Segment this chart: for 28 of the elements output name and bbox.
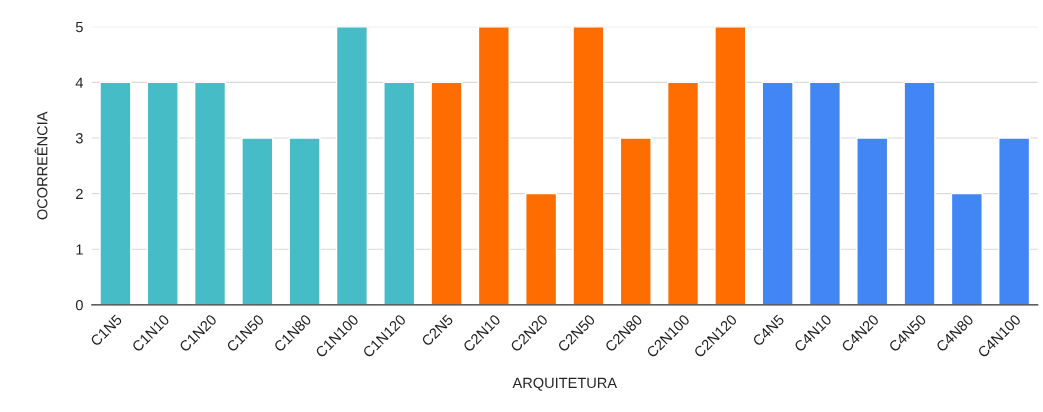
y-axis-title: OCORREÊNCIA xyxy=(34,111,48,220)
bar xyxy=(903,81,936,305)
bar xyxy=(477,26,510,305)
bar xyxy=(288,137,321,305)
bar xyxy=(383,81,416,305)
bar xyxy=(808,81,842,305)
bar xyxy=(525,192,558,305)
bar xyxy=(666,81,700,305)
bar xyxy=(146,81,179,305)
y-tick-label: 2 xyxy=(76,188,83,199)
bar xyxy=(430,81,463,305)
bar xyxy=(99,81,132,305)
bar xyxy=(998,137,1031,305)
bar xyxy=(193,81,227,305)
y-tick-label: 1 xyxy=(76,244,83,255)
bar xyxy=(950,192,983,305)
bar xyxy=(714,26,747,305)
bar xyxy=(761,81,794,305)
x-axis-title: ARQUITETURA xyxy=(512,377,618,391)
bar xyxy=(619,137,652,305)
y-tick-label: 4 xyxy=(75,77,84,88)
y-tick-label: 3 xyxy=(75,133,83,144)
bar xyxy=(856,137,889,305)
y-tick-label: 0 xyxy=(75,299,83,311)
bar xyxy=(572,26,605,305)
bar xyxy=(241,137,274,305)
y-tick-label: 5 xyxy=(75,22,83,33)
bar xyxy=(335,26,369,305)
